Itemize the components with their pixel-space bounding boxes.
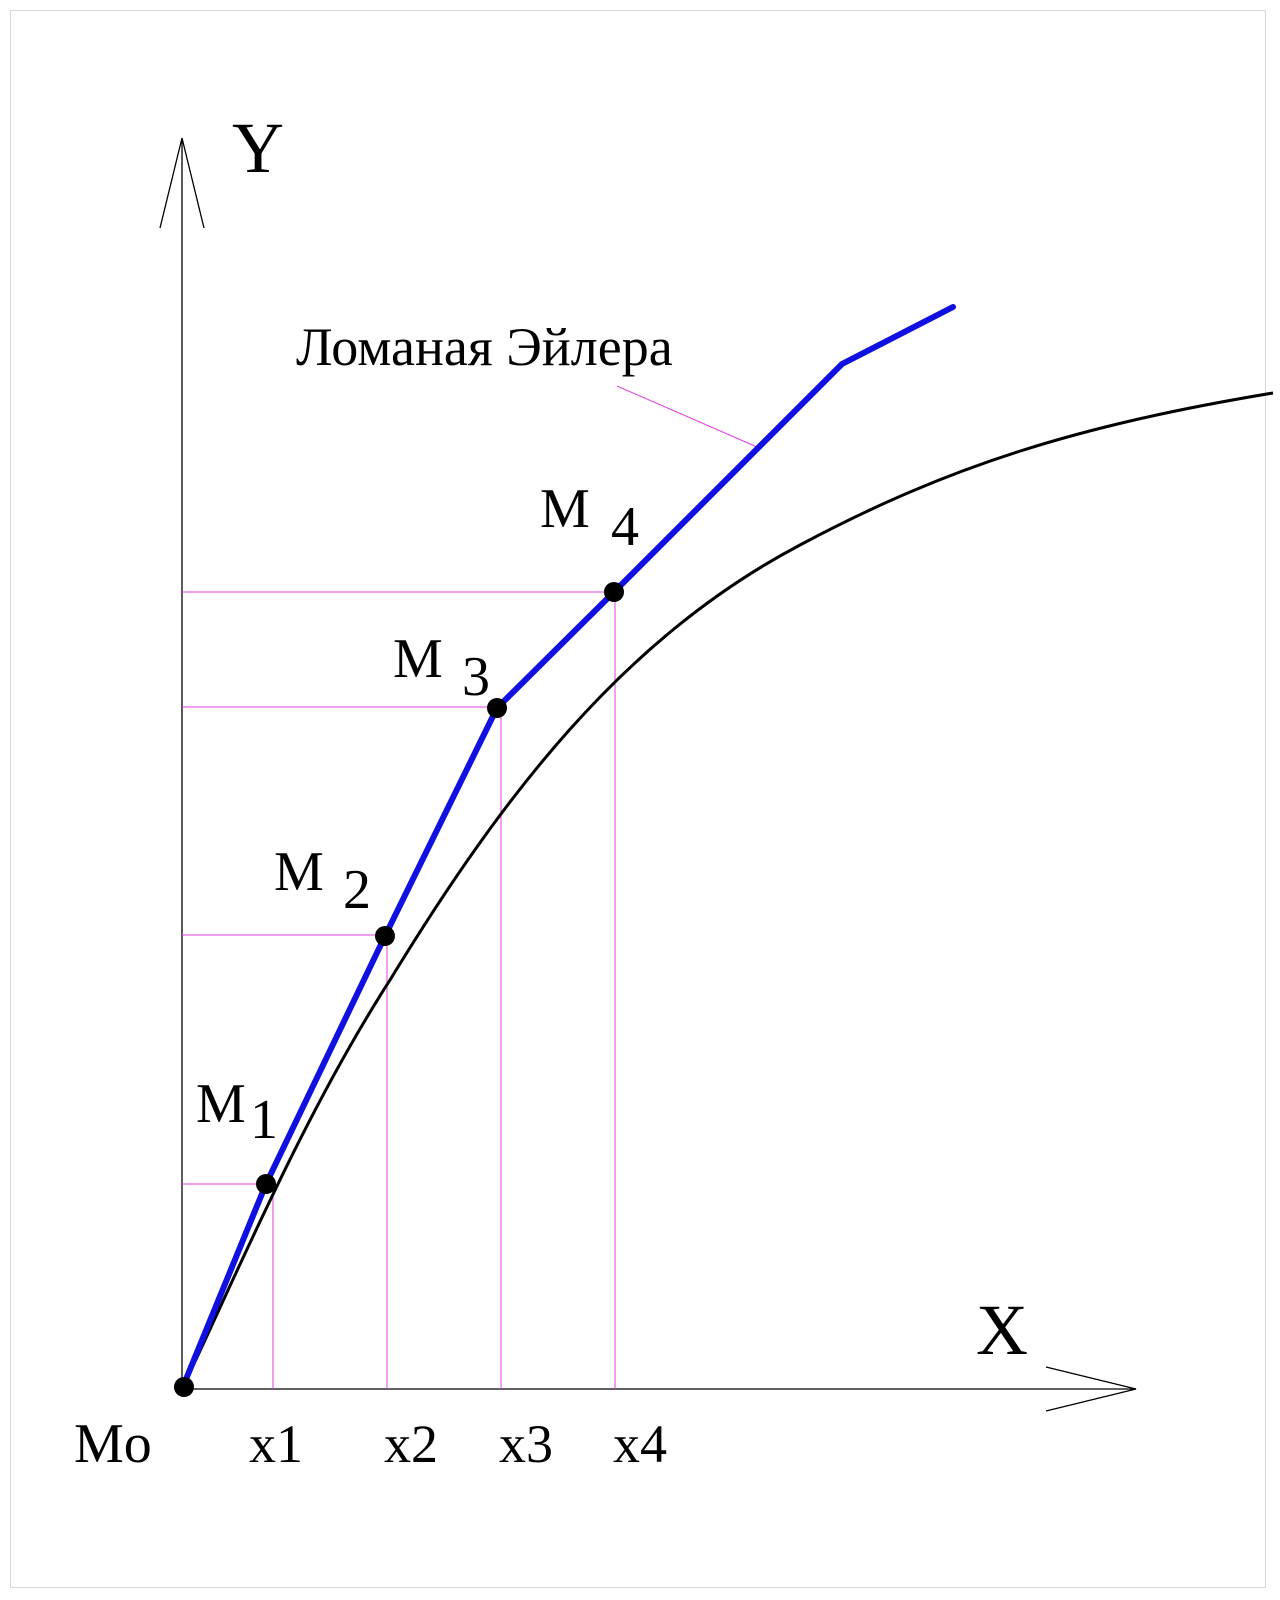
x-tick-label: x4 [613, 1414, 667, 1474]
euler-points [174, 582, 624, 1397]
label-leader-line [616, 385, 758, 448]
axes: Y X [159, 108, 1137, 1412]
point-label-m4: M [540, 478, 590, 540]
point-label-m3: M [393, 628, 443, 690]
point-m0 [174, 1377, 194, 1397]
x-tick-label: x1 [249, 1414, 303, 1474]
x-axis-label: X [976, 1290, 1028, 1370]
point-labels: Mo M 1 M 2 M 3 M 4 [74, 478, 639, 1475]
guide-lines [182, 385, 758, 1389]
x-tick-label: x3 [499, 1414, 553, 1474]
point-label-m1: M [196, 1073, 246, 1135]
euler-polyline-label: Ломаная Эйлера [296, 317, 673, 377]
point-m1 [256, 1174, 276, 1194]
point-m2 [375, 926, 395, 946]
point-m4 [604, 582, 624, 602]
point-m3 [487, 698, 507, 718]
point-label-m2: M [274, 841, 324, 903]
exact-solution-curve [180, 391, 1274, 1390]
x-tick-labels: x1 x2 x3 x4 [249, 1414, 667, 1474]
y-axis-label: Y [232, 108, 284, 188]
y-axis-arrowhead [159, 137, 205, 229]
point-sub-m4: 4 [611, 496, 639, 558]
point-label-m0: Mo [74, 1413, 152, 1475]
point-sub-m1: 1 [250, 1089, 278, 1151]
point-sub-m2: 2 [343, 859, 371, 921]
x-tick-label: x2 [384, 1414, 438, 1474]
point-sub-m3: 3 [462, 646, 490, 708]
page-frame [10, 10, 1266, 1588]
x-axis-arrowhead [1045, 1366, 1137, 1412]
